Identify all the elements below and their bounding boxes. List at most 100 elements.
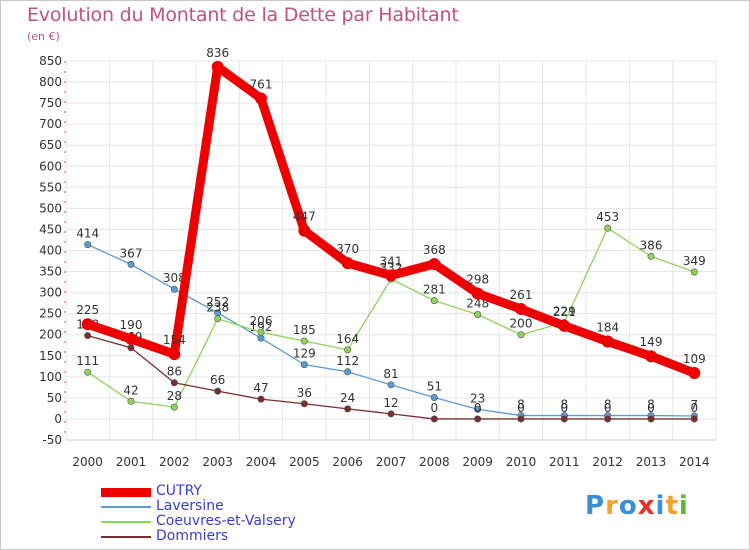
data-label: 0: [474, 401, 482, 415]
data-point: [690, 415, 698, 423]
data-label: 149: [640, 335, 663, 349]
data-label: 8: [561, 398, 569, 412]
y-tick-label: 450: [39, 222, 62, 236]
x-tick-label: 2007: [376, 455, 407, 469]
data-point: [257, 328, 265, 336]
data-point: [84, 332, 92, 340]
data-label: 28: [167, 389, 182, 403]
data-point: [84, 368, 92, 376]
data-label: 453: [596, 210, 619, 224]
data-point: [170, 285, 178, 293]
data-label: 24: [340, 391, 355, 405]
data-point: [604, 224, 612, 232]
x-tick-label: 2004: [246, 455, 277, 469]
logo-letter: r: [605, 491, 619, 521]
data-label: 370: [336, 242, 359, 256]
legend-label: Coeuvres-et-Valsery: [156, 513, 296, 529]
data-point: [81, 318, 94, 331]
data-label: 7: [691, 398, 699, 412]
data-point: [344, 346, 352, 354]
x-tick-label: 2013: [636, 455, 667, 469]
data-point: [387, 410, 395, 418]
data-label: 221: [553, 305, 576, 319]
x-tick-label: 2008: [419, 455, 450, 469]
data-point: [344, 405, 352, 413]
data-point: [517, 415, 525, 423]
data-label: 836: [206, 46, 229, 60]
data-point: [647, 415, 655, 423]
unit-label: (en €): [27, 30, 60, 43]
data-label: 0: [691, 401, 699, 415]
data-label: 190: [120, 318, 143, 332]
data-point: [300, 400, 308, 408]
legend-swatch: [101, 506, 151, 508]
data-point: [211, 60, 224, 73]
data-point: [517, 331, 525, 339]
data-point: [474, 415, 482, 423]
data-label: 225: [76, 303, 99, 317]
data-point: [430, 297, 438, 305]
data-point: [170, 379, 178, 387]
data-label: 414: [76, 227, 99, 241]
data-label: 8: [604, 398, 612, 412]
data-point: [341, 257, 354, 270]
data-label: 184: [596, 320, 619, 334]
data-point: [560, 415, 568, 423]
logo-letter: P: [585, 491, 606, 521]
data-point: [127, 260, 135, 268]
data-label: 367: [120, 246, 143, 260]
data-label: 308: [163, 271, 186, 285]
x-tick-label: 2000: [72, 455, 103, 469]
data-label: 47: [253, 381, 268, 395]
data-point: [344, 368, 352, 376]
x-tick-label: 2010: [506, 455, 537, 469]
data-label: 206: [250, 314, 273, 328]
data-label: 51: [427, 379, 442, 393]
data-point: [127, 397, 135, 405]
data-point: [604, 415, 612, 423]
y-tick-label: 750: [39, 96, 62, 110]
y-tick-label: 300: [39, 286, 62, 300]
y-tick-label: 400: [39, 244, 62, 258]
legend-label: Laversine: [156, 498, 224, 514]
y-tick-label: 250: [39, 307, 62, 321]
data-point: [257, 395, 265, 403]
data-label: 281: [423, 283, 446, 297]
y-tick-label: 800: [39, 75, 62, 89]
data-label: 386: [640, 238, 663, 252]
data-label: 86: [167, 365, 182, 379]
data-point: [214, 315, 222, 323]
data-label: 112: [336, 354, 359, 368]
data-label: 23: [470, 391, 485, 405]
data-label: 368: [423, 243, 446, 257]
legend-swatch: [101, 488, 151, 497]
data-label: 349: [683, 254, 706, 268]
data-point: [647, 252, 655, 260]
y-tick-label: 100: [39, 370, 62, 384]
data-label: 0: [604, 401, 612, 415]
legend-swatch: [101, 536, 151, 538]
y-tick-label: 500: [39, 201, 62, 215]
data-label: 761: [250, 77, 273, 91]
data-point: [255, 92, 267, 105]
data-label: 111: [76, 354, 99, 368]
y-tick-label: 0: [54, 412, 62, 426]
chart-title: Evolution du Montant de la Dette par Hab…: [27, 4, 459, 26]
data-label: 81: [383, 367, 398, 381]
x-tick-label: 2009: [462, 455, 493, 469]
data-label: 66: [210, 373, 225, 387]
data-point: [300, 361, 308, 369]
y-tick-label: 50: [47, 391, 62, 405]
data-point: [385, 269, 397, 282]
logo-letter: i: [678, 491, 689, 521]
data-point: [298, 224, 311, 237]
data-label: 185: [293, 323, 316, 337]
data-point: [474, 311, 482, 319]
data-point: [170, 403, 178, 411]
data-point: [515, 303, 527, 316]
legend-label: CUTRY: [156, 483, 202, 499]
data-point: [214, 387, 222, 395]
data-label: 0: [517, 401, 525, 415]
